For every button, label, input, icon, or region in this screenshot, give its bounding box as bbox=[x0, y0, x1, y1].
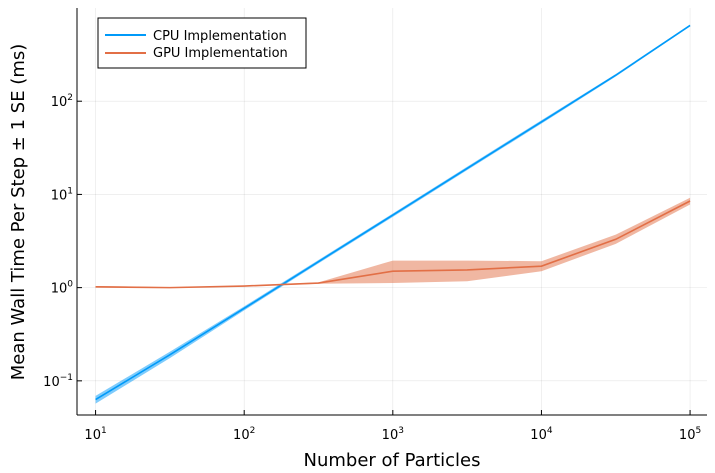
legend-label-gpu: GPU Implementation bbox=[153, 46, 288, 61]
y-axis-label: Mean Wall Time Per Step ± 1 SE (ms) bbox=[8, 44, 29, 381]
legend-box bbox=[97, 17, 307, 69]
x-tick-label-4: 105 bbox=[679, 426, 701, 443]
x-tick-label-1: 102 bbox=[233, 426, 255, 443]
legend-label-cpu: CPU Implementation bbox=[153, 29, 287, 44]
x-axis-ticks: 101 102 103 104 105 bbox=[84, 410, 701, 443]
y-tick-label-1: 100 bbox=[51, 280, 74, 297]
y-tick-label-3: 102 bbox=[51, 93, 73, 110]
series-line-1 bbox=[95, 200, 691, 289]
plot-frame bbox=[76, 8, 707, 416]
x-tick-label-3: 104 bbox=[530, 426, 553, 443]
series-line-0 bbox=[95, 24, 691, 401]
x-tick-label-2: 103 bbox=[382, 426, 404, 443]
x-axis-label: Number of Particles bbox=[304, 450, 481, 471]
y-tick-label-0: 10−1 bbox=[43, 373, 73, 390]
legend: CPU Implementation GPU Implementation bbox=[97, 17, 307, 69]
y-axis-ticks: 10−1 100 101 102 bbox=[43, 93, 82, 390]
x-tick-label-0: 101 bbox=[84, 426, 106, 443]
series-lines bbox=[95, 24, 691, 401]
y-tick-label-2: 101 bbox=[51, 186, 73, 203]
